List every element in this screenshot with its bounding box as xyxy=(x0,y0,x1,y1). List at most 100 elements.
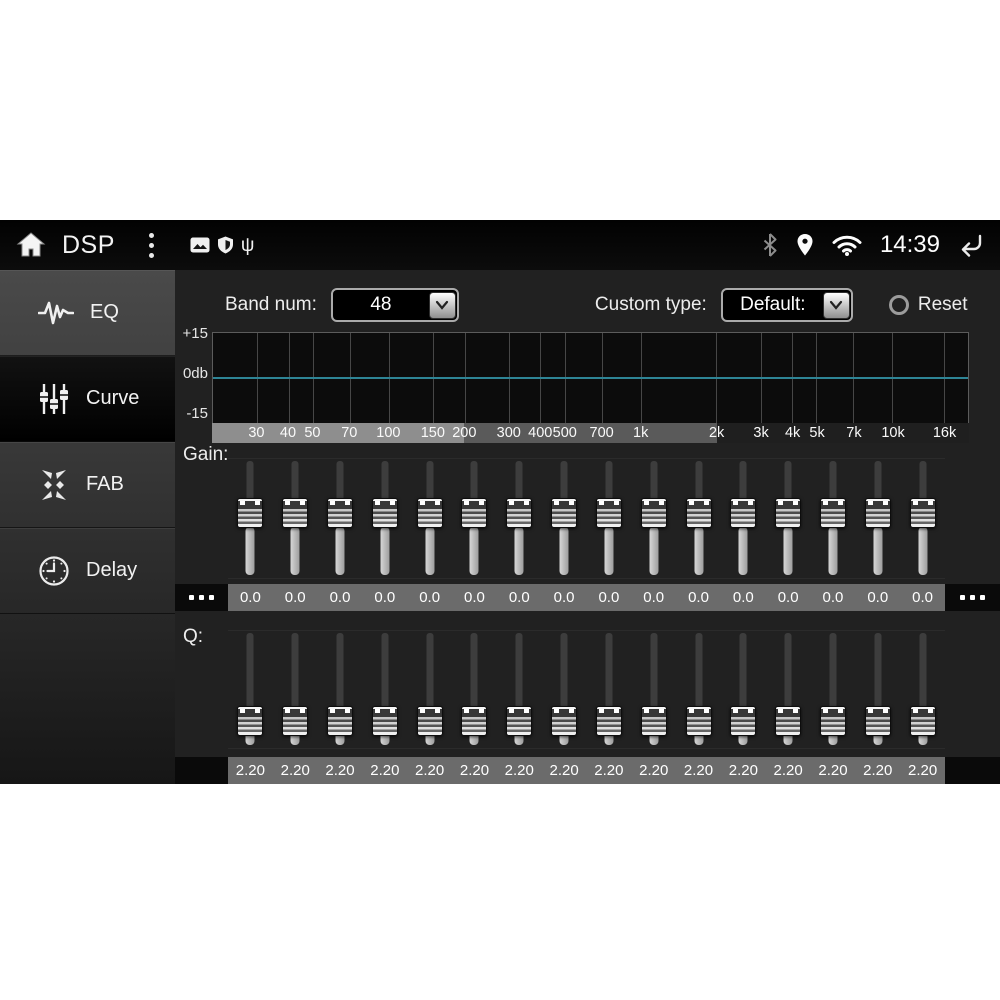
gain-band-slider[interactable] xyxy=(452,459,497,578)
slider-thumb-icon[interactable] xyxy=(327,705,354,736)
wifi-icon[interactable] xyxy=(832,233,862,257)
slider-thumb-icon[interactable] xyxy=(819,498,846,529)
slider-thumb-icon[interactable] xyxy=(775,498,802,529)
slider-thumb-icon[interactable] xyxy=(506,498,533,529)
slider-thumb-icon[interactable] xyxy=(640,705,667,736)
q-band-slider[interactable] xyxy=(452,631,497,748)
back-icon[interactable] xyxy=(958,233,984,257)
q-band-slider[interactable] xyxy=(228,631,273,748)
q-band-slider[interactable] xyxy=(318,631,363,748)
slider-thumb-icon[interactable] xyxy=(551,705,578,736)
slider-thumb-icon[interactable] xyxy=(819,705,846,736)
eq-plot[interactable] xyxy=(212,332,969,423)
band-num-dropdown[interactable]: 48 xyxy=(330,288,459,322)
gain-band-slider[interactable] xyxy=(900,459,945,578)
slider-thumb-icon[interactable] xyxy=(730,705,757,736)
slider-thumb-icon[interactable] xyxy=(909,705,936,736)
gain-band-slider[interactable] xyxy=(676,459,721,578)
gain-value: 0.0 xyxy=(284,589,306,606)
slider-thumb-icon[interactable] xyxy=(416,498,443,529)
q-band-slider[interactable] xyxy=(273,631,318,748)
slider-thumb-icon[interactable] xyxy=(461,498,488,529)
home-icon[interactable] xyxy=(16,231,46,259)
q-band-slider[interactable] xyxy=(407,631,452,748)
slider-thumb-icon[interactable] xyxy=(864,498,891,529)
custom-type-dropdown[interactable]: Default: xyxy=(720,288,853,322)
gain-overflow-left[interactable] xyxy=(175,584,228,611)
gain-band-slider[interactable] xyxy=(587,459,632,578)
gain-band-slider[interactable] xyxy=(273,459,318,578)
slider-track-fill xyxy=(783,731,793,745)
slider-thumb-icon[interactable] xyxy=(909,498,936,529)
gain-band-slider[interactable] xyxy=(811,459,856,578)
freq-tick-label: 500 xyxy=(552,425,577,441)
slider-thumb-icon[interactable] xyxy=(685,705,712,736)
q-value: 2.20 xyxy=(683,762,714,779)
slider-thumb-icon[interactable] xyxy=(416,705,443,736)
sidebar-item-eq[interactable]: EQ xyxy=(0,270,175,356)
slider-thumb-icon[interactable] xyxy=(237,705,264,736)
q-band-slider[interactable] xyxy=(362,631,407,748)
bluetooth-icon[interactable] xyxy=(762,233,778,257)
slider-track xyxy=(381,633,389,744)
q-band-slider[interactable] xyxy=(542,631,587,748)
q-value: 2.20 xyxy=(639,762,669,779)
gain-band-slider[interactable] xyxy=(766,459,811,578)
gain-band-slider[interactable] xyxy=(318,459,363,578)
slider-thumb-icon[interactable] xyxy=(551,498,578,529)
reset-control[interactable]: Reset xyxy=(888,294,967,316)
slider-thumb-icon[interactable] xyxy=(685,498,712,529)
slider-thumb-icon[interactable] xyxy=(730,498,757,529)
q-band-slider[interactable] xyxy=(855,631,900,748)
curve-panel: Band num: 48 Custom type: Default: R xyxy=(175,270,1000,784)
gain-band-slider[interactable] xyxy=(855,459,900,578)
slider-thumb-icon[interactable] xyxy=(282,705,309,736)
slider-thumb-icon[interactable] xyxy=(775,705,802,736)
slider-track xyxy=(246,633,254,744)
slider-thumb-icon[interactable] xyxy=(864,705,891,736)
gain-band-slider[interactable] xyxy=(631,459,676,578)
gain-band-slider[interactable] xyxy=(497,459,542,578)
sidebar-item-delay[interactable]: Delay xyxy=(0,528,175,614)
slider-thumb-icon[interactable] xyxy=(595,498,622,529)
q-band-slider[interactable] xyxy=(766,631,811,748)
eq-axis[interactable]: 30 40 50 70 100 150 200 300 400 500 700 1k 2k 3k 4k 5k 7… xyxy=(212,423,969,443)
gain-band-slider[interactable] xyxy=(228,459,273,578)
gain-band-slider[interactable] xyxy=(362,459,407,578)
q-band-slider[interactable] xyxy=(811,631,856,748)
chevron-down-icon[interactable] xyxy=(822,291,850,319)
gain-value: 0.0 xyxy=(643,589,665,606)
gain-band-slider[interactable] xyxy=(542,459,587,578)
slider-thumb-icon[interactable] xyxy=(237,498,264,529)
sidebar-item-fab[interactable]: FAB xyxy=(0,442,175,528)
slider-thumb-icon[interactable] xyxy=(282,498,309,529)
slider-thumb-icon[interactable] xyxy=(595,705,622,736)
reset-radio[interactable] xyxy=(888,295,909,315)
q-band-slider[interactable] xyxy=(676,631,721,748)
chevron-down-icon[interactable] xyxy=(428,291,456,319)
slider-track-fill xyxy=(469,731,479,745)
slider-thumb-icon[interactable] xyxy=(371,498,398,529)
slider-thumb-icon[interactable] xyxy=(371,705,398,736)
gain-overflow-right[interactable] xyxy=(945,584,1000,611)
usb-notification-icon: ψ xyxy=(240,234,255,256)
overflow-menu-icon[interactable] xyxy=(145,229,158,262)
q-value: 2.20 xyxy=(818,762,848,779)
slider-thumb-icon[interactable] xyxy=(327,498,354,529)
gain-sliders xyxy=(228,458,945,579)
slider-thumb-icon[interactable] xyxy=(640,498,667,529)
slider-thumb-icon[interactable] xyxy=(461,705,488,736)
gain-value: 0.0 xyxy=(419,589,441,606)
sidebar-item-curve[interactable]: Curve xyxy=(0,356,175,442)
q-band-slider[interactable] xyxy=(631,631,676,748)
gain-band-slider[interactable] xyxy=(721,459,766,578)
gain-band-slider[interactable] xyxy=(407,459,452,578)
q-band-slider[interactable] xyxy=(721,631,766,748)
slider-track-fill xyxy=(783,526,793,575)
freq-tick-label: 30 xyxy=(248,425,265,441)
q-band-slider[interactable] xyxy=(497,631,542,748)
q-band-slider[interactable] xyxy=(900,631,945,748)
location-icon[interactable] xyxy=(796,233,814,257)
slider-thumb-icon[interactable] xyxy=(506,705,533,736)
q-band-slider[interactable] xyxy=(587,631,632,748)
